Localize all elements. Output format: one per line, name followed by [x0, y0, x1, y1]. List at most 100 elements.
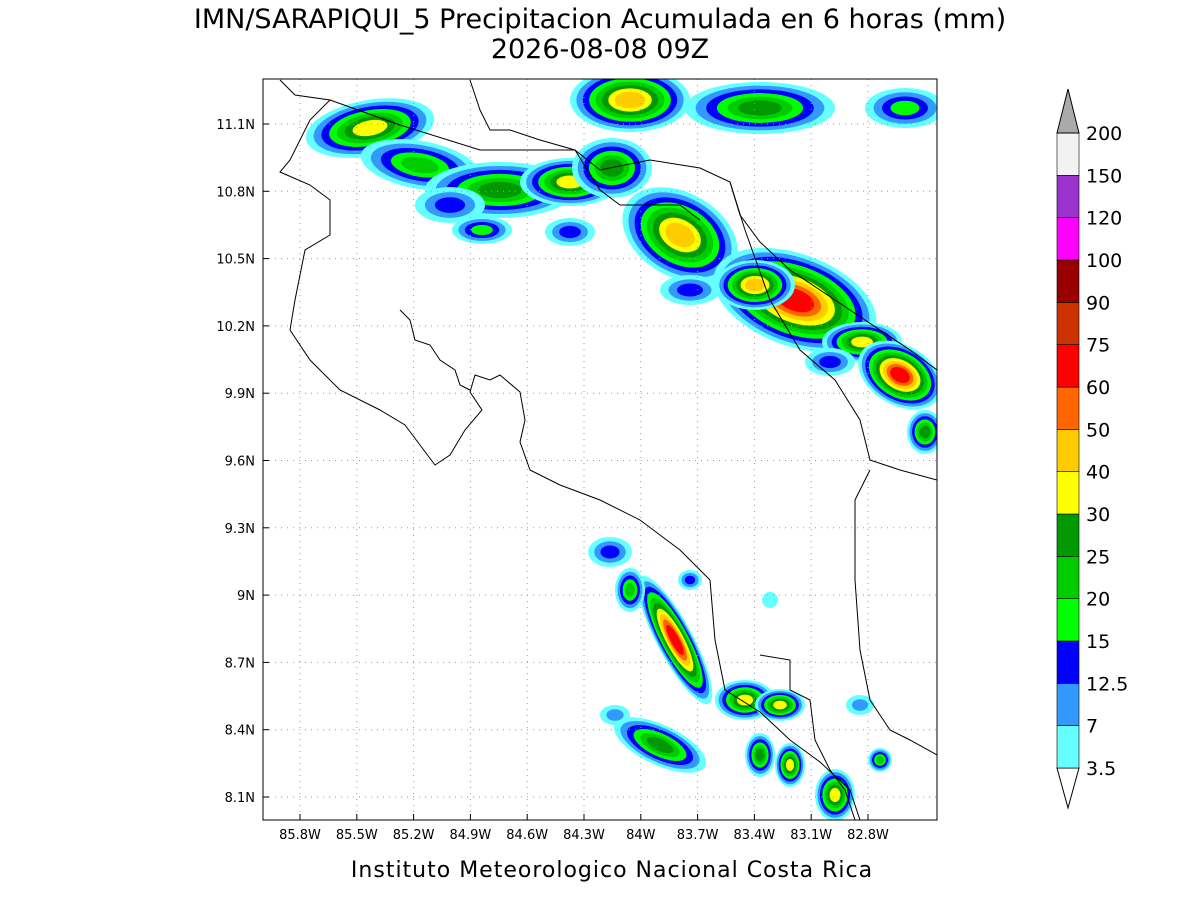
lat-tick-label: 9N: [237, 589, 255, 604]
colorbar: 3.5 7 12.5 15 20 25 30 40 50 60 75 90 100 120 150 200: [1056, 88, 1128, 810]
rain-contour: [890, 100, 920, 116]
gulf-coast: [399, 309, 471, 391]
rain-contour: [665, 222, 695, 248]
lon-tick-label: 85.8W: [279, 828, 321, 843]
rain-contour: [744, 278, 766, 292]
colorbar-label: 200: [1086, 123, 1122, 145]
lon-tick-label: 83.4W: [733, 828, 775, 843]
border-panama: [759, 654, 856, 820]
rain-contour: [876, 756, 884, 764]
colorbar-box: [1056, 683, 1080, 726]
border-east: [729, 181, 937, 481]
rain-contour: [401, 156, 439, 174]
lat-tick-label: 8.1N: [225, 791, 255, 806]
precipitation-field: [305, 79, 937, 820]
colorbar-box: [1056, 302, 1080, 345]
rain-contour: [606, 709, 624, 721]
colorbar-label: 150: [1086, 165, 1122, 187]
lat-tick-label: 11.1N: [216, 118, 255, 133]
colorbar-label: 12.5: [1086, 673, 1128, 695]
rain-contour: [646, 736, 674, 754]
colorbar-label: 100: [1086, 250, 1122, 272]
grid: 85.8W 85.5W 85.2W 84.9W 84.6W 84.3W 84W 83.7W 83…: [216, 79, 937, 843]
colorbar-box: [1056, 471, 1080, 515]
colorbar-box: [1056, 175, 1080, 219]
lon-tick-label: 84.3W: [563, 828, 605, 843]
colorbar-box: [1056, 725, 1080, 769]
lon-tick-label: 85.2W: [393, 828, 435, 843]
colorbar-above: [1056, 88, 1080, 134]
lat-tick-label: 10.8N: [216, 185, 255, 200]
lon-tick-label: 83.7W: [677, 828, 719, 843]
colorbar-label: 60: [1086, 377, 1110, 399]
rain-contour: [829, 787, 841, 803]
colorbar-label: 15: [1086, 631, 1110, 653]
map-title: IMN/SARAPIQUI_5 Precipitacion Acumulada …: [194, 4, 1006, 35]
lon-tick-label: 83.1W: [790, 828, 832, 843]
lon-tick-label: 84.6W: [506, 828, 548, 843]
map-subtitle: 2026-08-08 09Z: [491, 34, 709, 65]
rain-contour: [773, 700, 787, 710]
pacific-coast: [279, 79, 861, 820]
lat-tick-label: 8.4N: [225, 724, 255, 739]
rain-contour: [666, 624, 684, 656]
rain-contour: [478, 181, 522, 199]
rain-contour: [684, 575, 696, 585]
rain-contour: [851, 699, 869, 711]
colorbar-box: [1056, 132, 1080, 176]
rain-contour: [785, 759, 795, 771]
colorbar-label: 75: [1086, 335, 1110, 357]
rain-contour: [919, 425, 931, 439]
colorbar-box: [1056, 556, 1080, 599]
colorbar-label: 50: [1086, 419, 1110, 441]
coastlines: [279, 79, 937, 820]
colorbar-box: [1056, 513, 1080, 557]
rain-contour: [600, 545, 620, 559]
rain-contour: [851, 336, 873, 348]
rain-contour: [559, 225, 581, 239]
colorbar-label: 25: [1086, 546, 1110, 568]
rain-contour: [736, 694, 754, 706]
rain-contour: [471, 224, 493, 236]
border-north: [329, 99, 701, 221]
lon-tick-label: 84.9W: [449, 828, 491, 843]
colorbar-box: [1056, 640, 1080, 684]
lon-tick-label: 85.5W: [336, 828, 378, 843]
rain-contour: [762, 592, 778, 608]
colorbar-below: [1056, 767, 1080, 810]
colorbar-label: 30: [1086, 504, 1110, 526]
lat-tick-label: 8.7N: [225, 656, 255, 671]
colorbar-label: 3.5: [1086, 758, 1116, 780]
colorbar-label: 90: [1086, 292, 1110, 314]
map-frame: [262, 78, 938, 821]
colorbar-label: 20: [1086, 589, 1110, 611]
rain-contour: [625, 582, 635, 598]
east-coast: [854, 469, 937, 756]
rain-contour: [352, 119, 388, 137]
rain-contour: [890, 366, 910, 384]
lat-tick-label: 9.6N: [225, 455, 255, 470]
colorbar-box: [1056, 217, 1080, 261]
colorbar-box: [1056, 259, 1080, 303]
rain-contour: [755, 748, 765, 762]
lat-tick-label: 9.3N: [225, 522, 255, 537]
caribbean-coast: [469, 79, 937, 371]
colorbar-box: [1056, 429, 1080, 472]
colorbar-box: [1056, 386, 1080, 430]
colorbar-box: [1056, 598, 1080, 642]
lat-tick-label: 10.2N: [216, 320, 255, 335]
rain-contour: [819, 355, 841, 369]
lat-tick-label: 9.9N: [225, 387, 255, 402]
colorbar-label: 120: [1086, 208, 1122, 230]
rain-contour: [614, 91, 646, 109]
lon-tick-label: 84W: [626, 828, 656, 843]
rain-contour: [677, 283, 703, 297]
colorbar-label: 40: [1086, 462, 1110, 484]
rain-contour: [738, 100, 782, 116]
footer: Instituto Meteorologico Nacional Costa R…: [351, 858, 873, 883]
rain-contour: [434, 197, 466, 213]
lon-tick-label: 82.8W: [847, 828, 889, 843]
colorbar-box: [1056, 344, 1080, 388]
